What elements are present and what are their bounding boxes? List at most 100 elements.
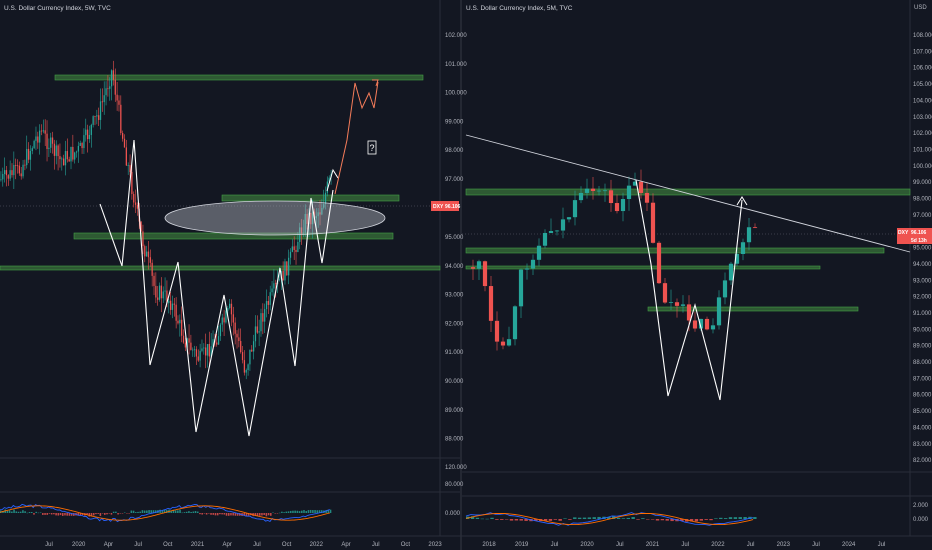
left-candle[interactable] bbox=[40, 130, 43, 132]
right-candle[interactable] bbox=[584, 188, 590, 193]
left-candle[interactable] bbox=[90, 124, 92, 135]
left-candle[interactable] bbox=[260, 313, 262, 332]
right-candle[interactable] bbox=[716, 297, 722, 326]
left-candle[interactable] bbox=[230, 303, 233, 315]
left-candle[interactable] bbox=[18, 165, 21, 174]
left-candle[interactable] bbox=[57, 145, 59, 157]
left-candle[interactable] bbox=[86, 129, 89, 140]
left-candle[interactable] bbox=[114, 79, 116, 95]
left-candle[interactable] bbox=[315, 216, 317, 219]
right-candle[interactable] bbox=[608, 190, 614, 204]
right-candle[interactable] bbox=[680, 304, 686, 306]
left-candle[interactable] bbox=[317, 212, 319, 217]
left-candle[interactable] bbox=[50, 137, 52, 148]
left-candle[interactable] bbox=[15, 164, 17, 166]
left-candle[interactable] bbox=[192, 349, 194, 351]
right-candle[interactable] bbox=[602, 190, 608, 192]
right-candle[interactable] bbox=[668, 302, 674, 304]
left-candle[interactable] bbox=[61, 158, 63, 160]
left-candle[interactable] bbox=[133, 194, 135, 203]
left-candle[interactable] bbox=[101, 101, 104, 103]
left-candle[interactable] bbox=[134, 202, 137, 205]
left-candle[interactable] bbox=[300, 227, 303, 234]
left-candle[interactable] bbox=[321, 207, 323, 215]
left-macd-indicator[interactable] bbox=[0, 503, 332, 523]
right-candle[interactable] bbox=[548, 231, 554, 233]
left-candle[interactable] bbox=[158, 285, 161, 300]
left-candle[interactable] bbox=[311, 211, 314, 225]
right-candle[interactable] bbox=[656, 242, 662, 284]
left-candle[interactable] bbox=[155, 285, 157, 298]
right-candle[interactable] bbox=[530, 259, 536, 269]
left-candle[interactable] bbox=[221, 317, 223, 325]
left-candle[interactable] bbox=[123, 138, 126, 148]
left-candle[interactable] bbox=[51, 137, 54, 144]
left-candle[interactable] bbox=[291, 246, 293, 252]
right-candle[interactable] bbox=[632, 181, 638, 186]
left-candle[interactable] bbox=[74, 152, 76, 160]
left-candle[interactable] bbox=[145, 251, 148, 257]
left-candle[interactable] bbox=[210, 346, 212, 357]
left-candle[interactable] bbox=[245, 369, 247, 373]
left-candle[interactable] bbox=[203, 347, 205, 349]
left-candle[interactable] bbox=[232, 314, 234, 323]
left-candle[interactable] bbox=[271, 288, 273, 293]
right-candle[interactable] bbox=[692, 320, 698, 329]
left-candle[interactable] bbox=[254, 326, 257, 342]
left-candle[interactable] bbox=[208, 344, 210, 357]
left-candle[interactable] bbox=[16, 165, 19, 167]
left-candle[interactable] bbox=[147, 251, 150, 258]
right-zone-93-7[interactable] bbox=[465, 265, 821, 270]
left-candle[interactable] bbox=[282, 270, 284, 281]
right-candle[interactable] bbox=[686, 304, 692, 321]
left-candle[interactable] bbox=[169, 300, 172, 310]
left-candle[interactable] bbox=[243, 360, 246, 373]
left-candle[interactable] bbox=[149, 257, 151, 263]
left-candle[interactable] bbox=[144, 246, 146, 257]
right-candle[interactable] bbox=[524, 268, 530, 270]
left-candle[interactable] bbox=[227, 308, 229, 311]
left-candle[interactable] bbox=[160, 285, 163, 299]
left-candle[interactable] bbox=[48, 147, 50, 149]
left-candle[interactable] bbox=[22, 164, 24, 177]
left-candle[interactable] bbox=[168, 300, 170, 304]
left-candle[interactable] bbox=[249, 349, 251, 365]
left-candle[interactable] bbox=[83, 135, 85, 149]
left-question-box[interactable] bbox=[367, 140, 377, 155]
right-candle[interactable] bbox=[734, 253, 740, 264]
left-candle[interactable] bbox=[219, 324, 222, 337]
right-zone-91-5[interactable] bbox=[647, 306, 859, 312]
left-candle[interactable] bbox=[326, 181, 329, 193]
right-candle[interactable] bbox=[494, 320, 500, 342]
left-candle[interactable] bbox=[127, 165, 129, 166]
left-candle[interactable] bbox=[42, 130, 44, 132]
left-candle[interactable] bbox=[217, 336, 220, 345]
right-candle[interactable] bbox=[500, 341, 506, 346]
left-candle[interactable] bbox=[171, 303, 174, 310]
left-candle[interactable] bbox=[136, 204, 139, 209]
left-candle[interactable] bbox=[302, 232, 305, 234]
left-candle[interactable] bbox=[62, 158, 65, 166]
right-candle[interactable] bbox=[728, 263, 734, 281]
right-candle[interactable] bbox=[518, 269, 524, 307]
left-candle[interactable] bbox=[68, 159, 70, 162]
left-candle[interactable] bbox=[75, 151, 78, 153]
left-candle[interactable] bbox=[5, 170, 8, 176]
left-candle[interactable] bbox=[140, 221, 142, 232]
left-zone-94[interactable] bbox=[0, 265, 441, 271]
right-candle[interactable] bbox=[722, 280, 728, 298]
left-candle[interactable] bbox=[99, 101, 102, 120]
right-candle[interactable] bbox=[554, 230, 560, 232]
left-candle[interactable] bbox=[103, 95, 105, 103]
left-candle[interactable] bbox=[262, 313, 264, 322]
right-zone-94-5[interactable] bbox=[465, 247, 885, 254]
right-candle[interactable] bbox=[626, 185, 632, 200]
left-candle[interactable] bbox=[70, 146, 72, 162]
right-pattern-path[interactable] bbox=[635, 179, 743, 401]
left-candle[interactable] bbox=[269, 292, 271, 305]
left-zone-95[interactable] bbox=[73, 232, 394, 240]
left-candle[interactable] bbox=[0, 179, 2, 181]
left-candle[interactable] bbox=[53, 143, 56, 156]
left-candle[interactable] bbox=[112, 70, 115, 80]
left-candle[interactable] bbox=[157, 297, 159, 300]
